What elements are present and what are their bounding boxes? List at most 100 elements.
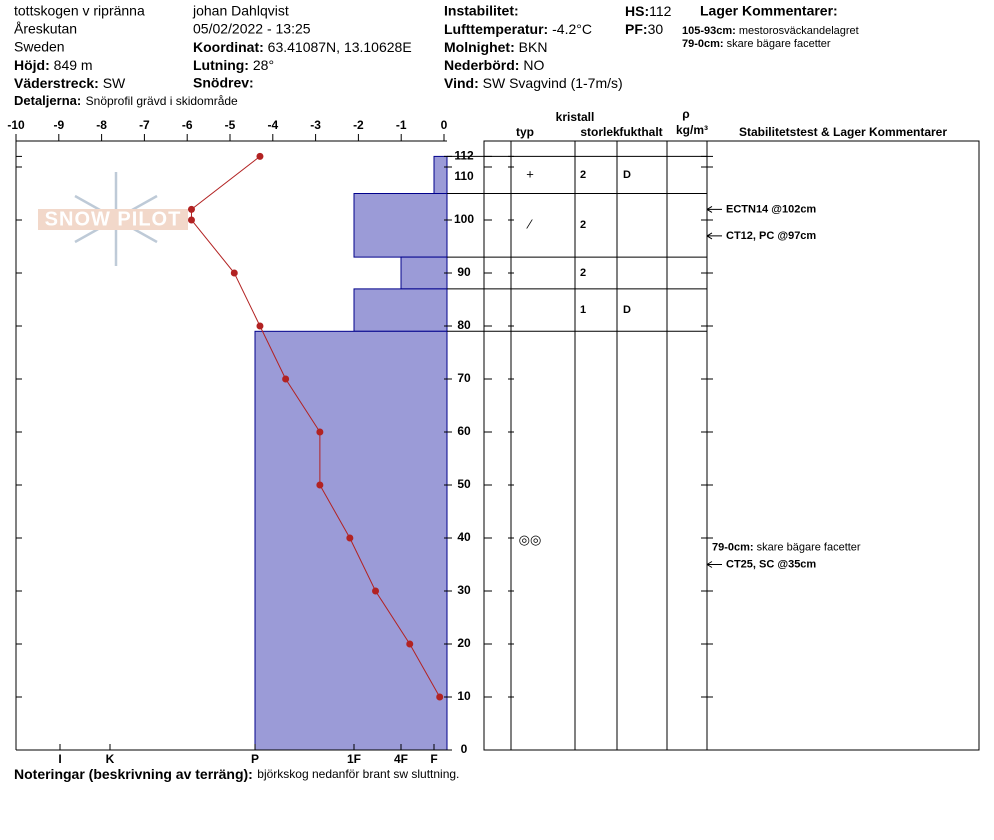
logo-band (38, 209, 188, 230)
temperature-point (256, 322, 264, 330)
x-tick-label: 0 (441, 118, 448, 132)
hardness-label: I (58, 752, 61, 766)
value: björkskog nedanför brant sw sluttning. (257, 767, 459, 781)
label: Vind: (444, 75, 479, 91)
details: Detaljerna: Snöprofil grävd i skidområde (14, 93, 238, 110)
value: skare bägare facetter (727, 38, 831, 50)
x-tick-label: -8 (96, 118, 107, 132)
x-tick-label: -5 (225, 118, 236, 132)
label: Höjd: (14, 57, 50, 73)
temperature-point (346, 534, 354, 542)
grain-type: ◎◎ (519, 532, 542, 547)
hardness-bar (353, 288, 448, 332)
label: Noteringar (beskrivning av terräng): (14, 766, 253, 782)
grain-size: 1 (580, 304, 586, 316)
instability: Instabilitet: (444, 3, 519, 19)
column-header: storlek (580, 125, 620, 139)
label: 105-93cm: (682, 25, 736, 37)
label: PF: (625, 21, 648, 37)
column-header: kg/m³ (676, 123, 708, 137)
hardness-bar (400, 256, 448, 290)
datetime: 05/02/2022 - 13:25 (193, 21, 311, 37)
label: 79-0cm: (712, 542, 754, 554)
y-tick-label: 60 (457, 424, 471, 438)
elevation: Höjd: 849 m (14, 57, 93, 73)
layer-comment: 79-0cm: skare bägare facetter (712, 542, 861, 554)
frames: typ kristall storlek fukthalt ρ kg/m³ St… (15, 107, 980, 751)
y-tick-label: 90 (457, 265, 471, 279)
test-arrow (706, 561, 722, 568)
column-header: Stabilitetstest & Lager Kommentarer (739, 125, 947, 139)
value: 30 (648, 21, 664, 37)
layer-comment: 79-0cm: skare bägare facetter (682, 38, 831, 50)
slope: Lutning: 28° (193, 57, 274, 73)
hardness-label: F (430, 752, 437, 766)
y-tick-label: 112 (454, 149, 474, 163)
hardness-label: 1F (347, 752, 361, 766)
x-tick-label: -2 (353, 118, 364, 132)
value: SW (103, 75, 126, 91)
x-tick-label: -3 (310, 118, 321, 132)
label: Koordinat: (193, 39, 264, 55)
sky: Molnighet: BKN (444, 39, 547, 55)
layer-comment: 105-93cm: mestorosväckandelagret (682, 25, 859, 37)
hardness-label: K (106, 752, 115, 766)
location: tottskogen v ripränna (14, 3, 145, 19)
y-tick-label: 100 (454, 212, 474, 226)
temperature-point (316, 428, 324, 436)
air-temperature: Lufttemperatur: -4.2°C (444, 21, 592, 37)
y-tick-label: 110 (454, 169, 474, 183)
region: Åreskutan (14, 21, 77, 37)
coordinates: Koordinat: 63.41087N, 13.10628E (193, 39, 412, 55)
label: Lufttemperatur: (444, 21, 548, 37)
value: Snöprofil grävd i skidområde (86, 94, 238, 108)
y-tick-label: 30 (457, 583, 471, 597)
hardness-label: P (251, 752, 259, 766)
grain-size: 2 (580, 169, 586, 181)
label: Nederbörd: (444, 57, 519, 73)
temperature-point (187, 205, 195, 213)
value: 849 m (54, 57, 93, 73)
temperature-point (187, 216, 195, 224)
grain-size: 2 (580, 219, 586, 231)
y-tick-label: 80 (457, 318, 471, 332)
y-tick-label: 10 (457, 689, 471, 703)
value: 112 (649, 3, 672, 19)
temperature-point (406, 640, 414, 648)
x-tick-label: -4 (267, 118, 278, 132)
layer-comments-title: Lager Kommentarer: (700, 3, 838, 19)
label: HS: (625, 3, 649, 19)
value: NO (523, 57, 544, 73)
label: Molnighet: (444, 39, 515, 55)
temperature-point (282, 375, 290, 383)
grain-type: + (526, 166, 534, 181)
value: 28° (253, 57, 274, 73)
y-tick-label: 20 (457, 636, 471, 650)
temperature-point (256, 152, 264, 160)
value: mestorosväckandelagret (739, 25, 859, 37)
wind: Vind: SW Svagvind (1-7m/s) (444, 75, 623, 91)
footer: Noteringar (beskrivning av terräng): bjö… (14, 766, 459, 784)
x-tick-label: -6 (182, 118, 193, 132)
x-tick-label: -9 (53, 118, 64, 132)
test-label: CT25, SC @35cm (726, 558, 816, 570)
value: -4.2°C (552, 21, 592, 37)
temperature-point (372, 587, 380, 595)
temperature-point (316, 481, 324, 489)
value: BKN (519, 39, 548, 55)
hardness-label: 4F (394, 752, 408, 766)
y-tick-label: 70 (457, 371, 471, 385)
label: Lutning: (193, 57, 249, 73)
label: Detaljerna: (14, 93, 81, 108)
observer: johan Dahlqvist (192, 3, 289, 19)
y-tick-label: 40 (457, 530, 471, 544)
pf: PF:30 (625, 21, 663, 37)
label: Väderstreck: (14, 75, 99, 91)
x-tick-label: -10 (7, 118, 25, 132)
hs: HS:112 (625, 3, 672, 19)
country: Sweden (14, 39, 65, 55)
hardness-bars (254, 155, 448, 751)
test-arrow (706, 232, 722, 240)
value: SW Svagvind (1-7m/s) (483, 75, 623, 91)
column-header: kristall (556, 110, 595, 124)
